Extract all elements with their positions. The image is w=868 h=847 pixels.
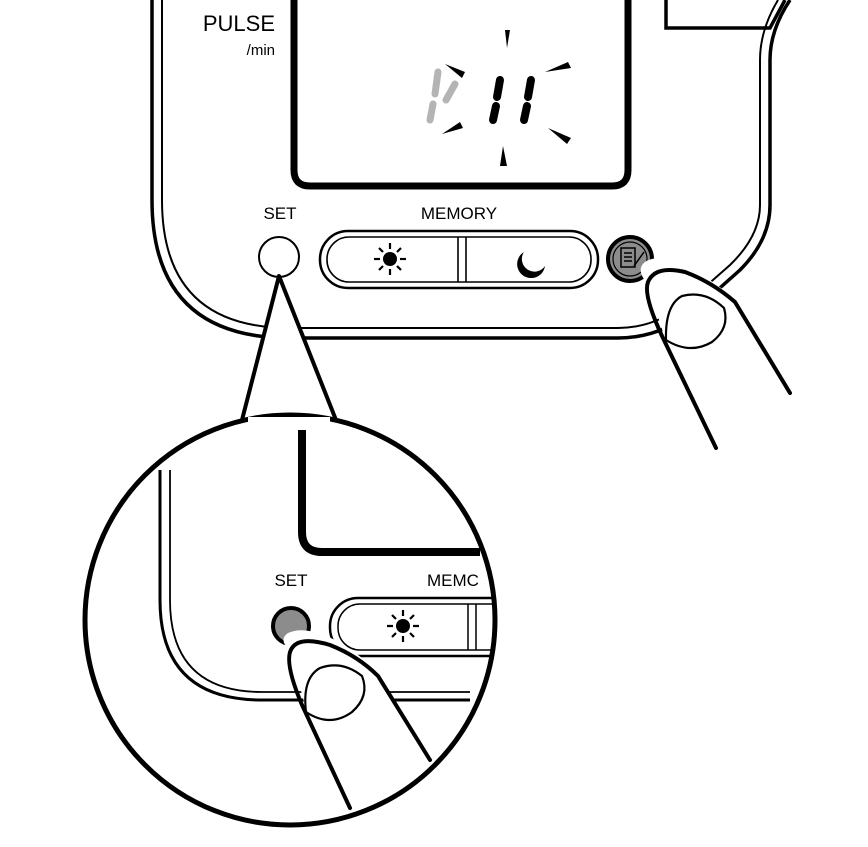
zoom-callout-pointer: [240, 274, 338, 422]
device-corner-slot: [664, 0, 787, 30]
zoom-detail: SET MEMC: [158, 430, 495, 820]
zoom-sun-icon: [387, 610, 419, 642]
set-label: SET: [263, 204, 296, 223]
pulse-digits: [489, 76, 535, 124]
evening-memory-button[interactable]: [468, 240, 588, 279]
zoom-memory-label: MEMC: [427, 571, 479, 590]
memo-icon: [620, 247, 645, 268]
faded-digit: [426, 68, 459, 124]
finger-top-right: [640, 258, 800, 452]
memory-button-group: [318, 229, 600, 290]
morning-memory-button[interactable]: [330, 240, 456, 279]
moon-icon: [517, 252, 545, 279]
zoom-finger: [283, 630, 440, 820]
pulse-label: PULSE: [203, 11, 275, 36]
set-button[interactable]: [258, 236, 300, 278]
blink-rays: [442, 30, 571, 166]
zoom-circle-border: [82, 412, 498, 828]
zoom-set-label: SET: [274, 571, 307, 590]
sun-icon: [374, 243, 406, 275]
memory-label: MEMORY: [421, 204, 497, 223]
display-window: [290, 0, 632, 190]
pulse-unit-label: /min: [247, 42, 275, 59]
